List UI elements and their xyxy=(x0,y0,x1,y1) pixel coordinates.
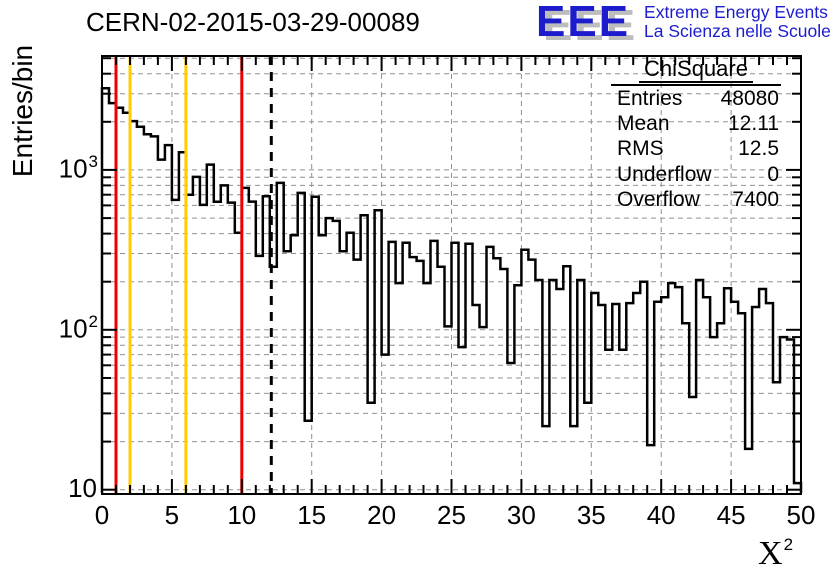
stats-row: RMS 12.5 xyxy=(611,136,781,161)
x-tick-label: 50 xyxy=(786,500,816,530)
stats-row: Entries 48080 xyxy=(611,86,781,111)
stats-row-value: 12.5 xyxy=(738,137,779,161)
stats-row: Underflow 0 xyxy=(611,162,781,187)
stats-row-label: RMS xyxy=(617,137,664,161)
x-tick-label: 20 xyxy=(367,500,397,530)
x-tick-label: 0 xyxy=(94,500,110,530)
x-axis-title-base: X xyxy=(758,535,783,572)
stats-box-header: ChiSquare xyxy=(611,56,781,83)
stats-row-label: Mean xyxy=(617,112,670,136)
stats-box-title: ChiSquare xyxy=(639,56,753,83)
x-axis-title: X2 xyxy=(758,534,794,572)
x-tick-label: 45 xyxy=(716,500,746,530)
stats-row-value: 0 xyxy=(767,162,779,186)
stats-row-value: 7400 xyxy=(732,187,779,211)
x-tick-label: 15 xyxy=(297,500,327,530)
stats-row-label: Overflow xyxy=(617,187,700,211)
plot-title: CERN-02-2015-03-29-00089 xyxy=(86,7,420,37)
x-tick-label: 35 xyxy=(576,500,606,530)
x-tick-label: 30 xyxy=(506,500,536,530)
y-tick-label: 103 xyxy=(58,151,98,184)
plot-frame xyxy=(101,55,802,495)
y-tick-label: 102 xyxy=(58,311,98,344)
eee-logo: EEE Extreme Energy Events La Scienza nel… xyxy=(536,0,831,46)
stats-row: Mean 12.11 xyxy=(611,111,781,136)
eee-logo-line1: Extreme Energy Events xyxy=(644,2,828,22)
x-tick-label: 5 xyxy=(164,500,180,530)
x-tick-label: 10 xyxy=(227,500,257,530)
stats-box: ChiSquare Entries 48080 Mean 12.11 RMS 12.5 Un… xyxy=(611,56,781,212)
stats-row-label: Underflow xyxy=(617,162,712,186)
histogram-line xyxy=(100,87,803,493)
y-tick-label: 10 xyxy=(68,472,97,503)
eee-logo-text: Extreme Energy Events La Scienza nelle S… xyxy=(644,1,831,41)
x-axis-title-exponent: 2 xyxy=(783,534,794,554)
x-tick-label: 40 xyxy=(646,500,676,530)
stats-box-rows: Entries 48080 Mean 12.11 RMS 12.5 Underflow 0 Ov… xyxy=(611,86,781,212)
stats-box-separator xyxy=(611,84,781,86)
stats-row-value: 48080 xyxy=(720,87,779,110)
eee-logo-letters: EEE xyxy=(536,0,631,46)
x-tick-label: 25 xyxy=(437,500,466,530)
stats-row-value: 12.11 xyxy=(728,112,779,136)
stats-row: Overflow 7400 xyxy=(611,187,781,212)
eee-logo-line2: La Scienza nelle Scuole xyxy=(644,21,831,41)
stats-row-label: Entries xyxy=(617,87,683,110)
